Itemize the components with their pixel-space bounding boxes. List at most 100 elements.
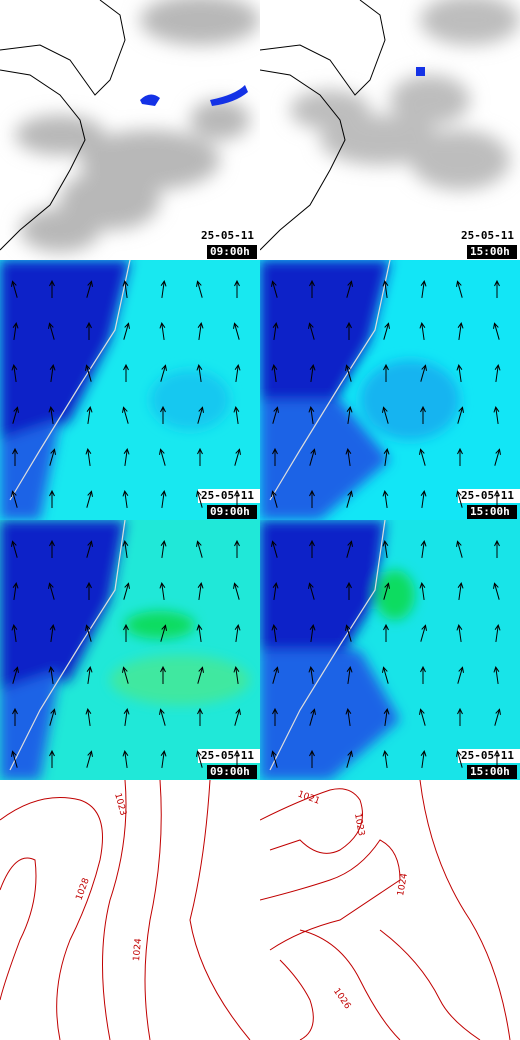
arrow-shaft: [421, 282, 425, 298]
arrow-shaft: [86, 366, 92, 382]
arrow-head: [383, 447, 390, 455]
arrow-head: [271, 540, 277, 547]
arrow-head: [419, 321, 426, 329]
arrow-shaft: [272, 408, 278, 424]
arrow-head: [11, 490, 17, 497]
wind-arrow: [48, 582, 55, 600]
arrow-head: [494, 749, 500, 757]
wind-arrow: [197, 581, 204, 600]
wind-arrow: [122, 489, 129, 508]
wind-arrow: [493, 322, 500, 340]
arrow-head: [309, 623, 316, 631]
wind-arrow: [196, 540, 203, 558]
arrow-shaft: [123, 408, 129, 424]
arrow-shaft: [160, 366, 166, 382]
arrow-shaft: [309, 584, 315, 600]
wind-arrow: [420, 489, 427, 508]
arrow-head: [12, 707, 18, 715]
arrow-shaft: [347, 450, 351, 466]
wind-arrow: [122, 749, 129, 768]
wind-arrow: [234, 539, 240, 558]
wind-arrow: [234, 363, 241, 382]
arrow-shaft: [421, 752, 425, 768]
wind-arrow: [233, 665, 240, 684]
wind-arrow: [457, 581, 464, 600]
arrow-head: [309, 279, 315, 287]
arrow-head: [48, 665, 55, 673]
arrow-shaft: [49, 710, 55, 726]
arrow-shaft: [384, 282, 388, 298]
wind-arrow: [85, 707, 92, 726]
wind-arrow: [160, 364, 167, 382]
wind-arrow: [419, 321, 426, 340]
arrow-shaft: [197, 542, 203, 558]
wind-arrow: [49, 623, 56, 642]
wind-arrow: [160, 539, 167, 558]
wind-arrow: [420, 364, 427, 382]
wind-arrow: [346, 280, 353, 298]
arrow-head: [345, 624, 351, 631]
wind-arrow: [11, 280, 18, 298]
wind-arrow: [122, 666, 129, 684]
arrow-head: [122, 489, 129, 497]
wind-arrow: [234, 448, 241, 466]
arrow-head: [196, 490, 202, 497]
cloud-panel: [260, 0, 520, 260]
arrow-shaft: [12, 282, 18, 298]
arrow-head: [384, 582, 390, 589]
arrow-shaft: [494, 324, 500, 340]
wind-arrow: [456, 280, 463, 298]
wind-arrow: [12, 406, 19, 424]
wind-arrow: [123, 322, 130, 340]
wind-arrow: [196, 623, 203, 642]
arrow-shaft: [86, 752, 92, 768]
time-label: 09:00h: [210, 765, 250, 778]
arrow-shaft: [124, 492, 128, 508]
wind-arrow: [234, 749, 240, 768]
wind-arrow: [346, 540, 353, 558]
arrow-shaft: [235, 668, 239, 684]
wind-arrow: [159, 448, 166, 466]
arrow-shaft: [420, 366, 426, 382]
arrow-head: [198, 406, 204, 413]
arrow-shaft: [198, 324, 202, 340]
date-box: [198, 489, 260, 503]
wind-arrow: [272, 666, 279, 684]
time-box: [207, 765, 257, 779]
arrow-head: [346, 665, 353, 673]
arrow-shaft: [124, 710, 128, 726]
arrow-head: [272, 707, 278, 715]
arrow-head: [49, 279, 55, 287]
wind-arrow: [11, 623, 18, 642]
arrow-head: [456, 750, 462, 757]
arrow-head: [419, 581, 426, 589]
wind-arrow: [346, 665, 353, 684]
arrow-shaft: [421, 584, 425, 600]
wind-arrow: [196, 280, 203, 298]
arrow-head: [384, 322, 390, 329]
arrow-head: [85, 707, 92, 715]
time-box: [207, 245, 257, 259]
arrow-shaft: [198, 626, 202, 642]
arrow-head: [494, 489, 500, 497]
arrow-head: [456, 363, 463, 371]
contour-label: 1023: [352, 813, 366, 837]
wind-arrow: [86, 540, 93, 558]
wind-arrow: [494, 623, 501, 642]
arrow-head: [382, 406, 388, 413]
wind-arrow: [308, 322, 315, 340]
wind-arrow: [272, 581, 279, 600]
arrow-head: [309, 363, 316, 371]
wind-arrow: [86, 280, 93, 298]
wind-arrow: [160, 279, 167, 298]
arrow-shaft: [87, 408, 91, 424]
wind-arrow: [456, 540, 463, 558]
arrow-head: [86, 321, 92, 329]
wind-arrow: [272, 321, 279, 340]
arrow-head: [122, 749, 129, 757]
arrow-shaft: [273, 626, 277, 642]
wind-arrow: [382, 406, 389, 424]
arrow-shaft: [310, 668, 314, 684]
wind-arrow: [309, 489, 315, 508]
arrow-shaft: [272, 668, 278, 684]
